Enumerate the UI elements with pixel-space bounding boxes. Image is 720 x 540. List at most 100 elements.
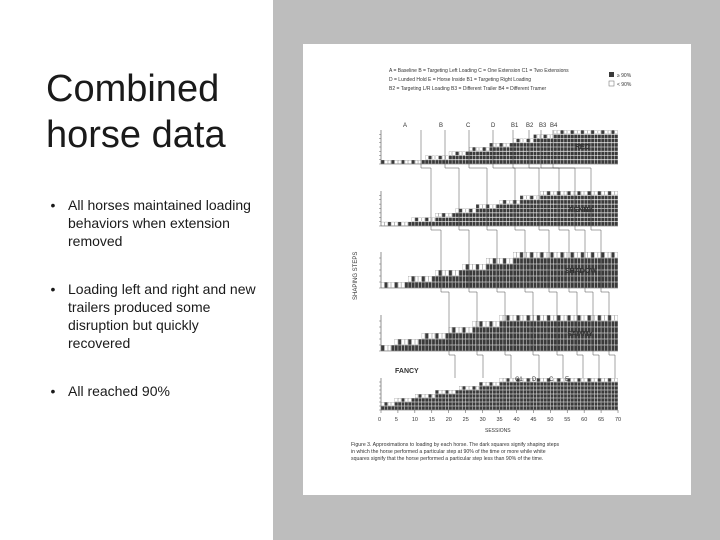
shaping-square xyxy=(394,221,398,226)
shaping-square xyxy=(513,155,517,160)
shaping-square xyxy=(611,217,615,222)
shaping-square xyxy=(520,406,524,410)
shaping-square xyxy=(448,339,452,345)
shaping-square xyxy=(570,151,574,156)
shaping-square xyxy=(415,160,419,164)
shaping-square xyxy=(557,378,561,382)
shaping-square xyxy=(533,213,537,217)
shaping-square xyxy=(469,221,473,226)
shaping-square xyxy=(553,402,557,406)
shaping-square xyxy=(435,406,439,410)
shaping-square xyxy=(560,339,564,345)
shaping-square xyxy=(479,155,483,160)
shaping-square xyxy=(516,406,520,410)
shaping-square xyxy=(381,406,385,410)
shaping-square xyxy=(533,282,537,288)
shaping-square xyxy=(574,160,578,164)
shaping-square xyxy=(570,147,574,151)
shaping-square xyxy=(594,200,598,204)
shaping-square xyxy=(547,321,551,327)
shaping-square xyxy=(587,130,591,134)
shaping-square xyxy=(604,147,608,151)
shaping-square xyxy=(574,276,578,282)
shaping-square xyxy=(496,221,500,226)
shaping-square xyxy=(438,221,442,226)
shaping-square xyxy=(472,394,476,398)
shaping-square xyxy=(611,321,615,327)
shaping-square xyxy=(574,406,578,410)
shaping-square xyxy=(540,147,544,151)
shaping-square xyxy=(516,221,520,226)
shaping-square xyxy=(476,390,479,394)
shaping-square xyxy=(445,398,449,402)
shaping-square xyxy=(584,147,588,151)
shaping-square xyxy=(526,200,530,204)
shaping-square xyxy=(428,276,432,282)
shaping-square xyxy=(550,155,554,160)
shaping-square xyxy=(547,315,551,321)
phase-label: D xyxy=(532,377,537,383)
shaping-square xyxy=(597,398,601,402)
shaping-square xyxy=(580,382,584,386)
shaping-square xyxy=(465,151,469,156)
shaping-square xyxy=(438,155,442,160)
shaping-square xyxy=(516,276,520,282)
shaping-square xyxy=(584,213,588,217)
shaping-square xyxy=(499,270,503,276)
x-tick-label: 20 xyxy=(446,417,452,423)
shaping-square xyxy=(452,213,456,217)
shaping-square xyxy=(506,386,510,390)
shaping-square xyxy=(421,217,425,222)
shaping-square xyxy=(611,200,615,204)
shaping-square xyxy=(462,151,466,156)
shaping-square xyxy=(543,217,547,222)
shaping-square xyxy=(530,204,534,209)
shaping-square xyxy=(516,390,520,394)
shaping-square xyxy=(492,406,496,410)
shaping-square xyxy=(553,147,557,151)
shaping-square xyxy=(560,327,564,333)
shaping-square xyxy=(591,147,595,151)
shaping-square xyxy=(401,402,405,406)
shaping-square xyxy=(553,394,557,398)
shaping-square xyxy=(462,264,466,270)
x-tick-label: 60 xyxy=(581,417,587,423)
shaping-square xyxy=(421,345,425,351)
shaping-square xyxy=(587,195,591,200)
shaping-square xyxy=(530,195,534,200)
shaping-square xyxy=(404,345,408,351)
shaping-square xyxy=(540,151,544,156)
shaping-square xyxy=(574,155,578,160)
shaping-square xyxy=(597,204,601,209)
shaping-square xyxy=(513,204,517,209)
shaping-square xyxy=(533,398,537,402)
shaping-square xyxy=(536,270,540,276)
shaping-square xyxy=(445,333,449,339)
shaping-square xyxy=(520,270,524,276)
shaping-square xyxy=(601,339,605,345)
shaping-square xyxy=(591,390,595,394)
figure-caption: Figure 3. Approximations to loading by e… xyxy=(351,442,560,448)
shaping-square xyxy=(587,191,591,196)
shaping-square xyxy=(509,160,513,164)
shaping-square xyxy=(567,217,571,222)
shaping-square xyxy=(496,217,500,222)
shaping-square xyxy=(482,339,486,345)
shaping-square xyxy=(448,217,452,222)
shaping-square xyxy=(608,382,612,386)
shaping-square xyxy=(536,333,540,339)
shaping-square xyxy=(597,151,601,156)
shaping-square xyxy=(384,221,388,226)
shaping-square xyxy=(448,327,452,333)
shaping-square xyxy=(584,204,588,209)
shaping-square xyxy=(591,378,595,382)
shaping-square xyxy=(597,138,601,143)
shaping-square xyxy=(608,390,612,394)
shaping-square xyxy=(567,208,571,213)
shaping-square xyxy=(550,276,554,282)
shaping-square xyxy=(597,221,601,226)
shaping-square xyxy=(543,386,547,390)
shaping-square xyxy=(469,345,473,351)
shaping-square xyxy=(472,339,476,345)
shaping-square xyxy=(597,345,601,351)
